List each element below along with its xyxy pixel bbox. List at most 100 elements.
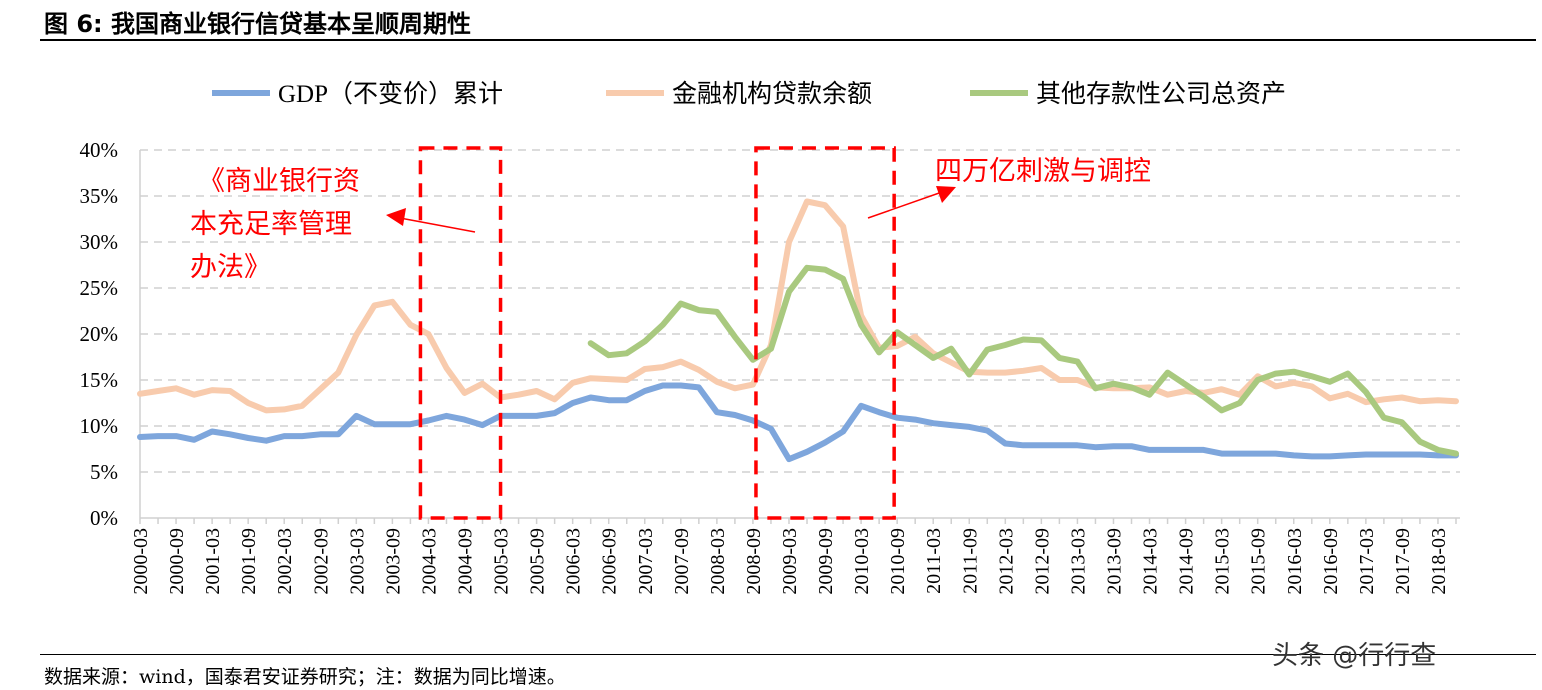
x-tick-label: 2007-09 (671, 528, 693, 595)
data-point (626, 399, 628, 401)
data-point (752, 384, 754, 386)
data-point (1112, 387, 1114, 389)
data-point (1131, 445, 1133, 447)
data-point (932, 352, 934, 354)
data-point (1040, 339, 1042, 341)
data-point (355, 334, 357, 336)
data-point (986, 349, 988, 351)
data-point (1239, 402, 1241, 404)
x-tick-label: 2004-03 (418, 528, 440, 595)
data-point (644, 368, 646, 370)
data-point (175, 387, 177, 389)
data-point (1022, 370, 1024, 372)
data-point (1293, 382, 1295, 384)
data-point (1329, 397, 1331, 399)
data-point (1040, 367, 1042, 369)
data-point (229, 433, 231, 435)
data-point (752, 359, 754, 361)
legend-label: GDP（不变价）累计 (278, 80, 503, 108)
data-point (175, 435, 177, 437)
data-point (734, 387, 736, 389)
data-point (427, 419, 429, 421)
data-point (788, 458, 790, 460)
data-point (1185, 449, 1187, 451)
data-point (536, 390, 538, 392)
x-tick-label: 2002-03 (274, 528, 296, 595)
data-point (355, 415, 357, 417)
data-point (1419, 441, 1421, 443)
data-point (1022, 444, 1024, 446)
data-point (860, 324, 862, 326)
data-point (391, 423, 393, 425)
data-point (716, 381, 718, 383)
data-point (445, 415, 447, 417)
data-point (463, 419, 465, 421)
data-point (842, 278, 844, 280)
x-tick-label: 2002-09 (310, 528, 332, 595)
data-point (1040, 444, 1042, 446)
data-point (1004, 344, 1006, 346)
data-point (680, 385, 682, 387)
data-point (734, 336, 736, 338)
x-tick-label: 2011-09 (959, 528, 981, 594)
data-point (1131, 386, 1133, 388)
data-point (734, 414, 736, 416)
data-point (968, 426, 970, 428)
x-tick-label: 2009-09 (815, 528, 837, 595)
y-tick-label: 5% (90, 460, 118, 484)
x-tick-label: 2012-09 (1031, 528, 1053, 595)
data-point (1365, 454, 1367, 456)
data-point (554, 398, 556, 400)
x-tick-label: 2003-03 (346, 528, 368, 595)
data-point (824, 269, 826, 271)
data-point (337, 372, 339, 374)
data-point (860, 405, 862, 407)
data-point (896, 331, 898, 333)
data-point (193, 439, 195, 441)
data-point (770, 348, 772, 350)
data-point (572, 402, 574, 404)
data-point (536, 415, 538, 417)
data-point (427, 333, 429, 335)
x-tick-label: 2010-09 (887, 528, 909, 595)
x-tick-label: 2004-09 (454, 528, 476, 595)
data-point (1112, 383, 1114, 385)
x-tick-label: 2010-03 (851, 528, 873, 595)
data-point (1329, 381, 1331, 383)
data-point (409, 423, 411, 425)
data-point (824, 442, 826, 444)
data-point (1149, 394, 1151, 396)
title-divider (40, 39, 1536, 41)
data-point (301, 435, 303, 437)
x-tick-label: 2003-09 (382, 528, 404, 595)
x-tick-label: 2013-03 (1067, 528, 1089, 595)
x-tick-label: 2015-09 (1248, 528, 1270, 595)
data-point (445, 367, 447, 369)
data-point (1275, 385, 1277, 387)
y-tick-label: 25% (80, 276, 119, 300)
y-tick-label: 20% (80, 322, 119, 346)
x-tick-label: 2008-03 (707, 528, 729, 595)
data-point (1311, 385, 1313, 387)
data-point (680, 303, 682, 305)
data-point (482, 424, 484, 426)
data-point (1455, 400, 1457, 402)
data-point (518, 415, 520, 417)
data-point (157, 435, 159, 437)
y-tick-label: 10% (80, 414, 119, 438)
data-point (1203, 396, 1205, 398)
data-point (590, 342, 592, 344)
data-point (1419, 454, 1421, 456)
data-point (806, 267, 808, 269)
data-point (1149, 386, 1151, 388)
data-point (211, 389, 213, 391)
data-point (1058, 444, 1060, 446)
data-point (914, 336, 916, 338)
data-point (1347, 393, 1349, 395)
x-tick-label: 2012-03 (995, 528, 1017, 595)
annotation-text-line: 本充足率管理 (190, 209, 352, 239)
y-tick-label: 30% (80, 230, 119, 254)
x-tick-label: 2006-03 (563, 528, 585, 595)
data-point (229, 390, 231, 392)
x-tick-label: 2016-09 (1320, 528, 1342, 595)
